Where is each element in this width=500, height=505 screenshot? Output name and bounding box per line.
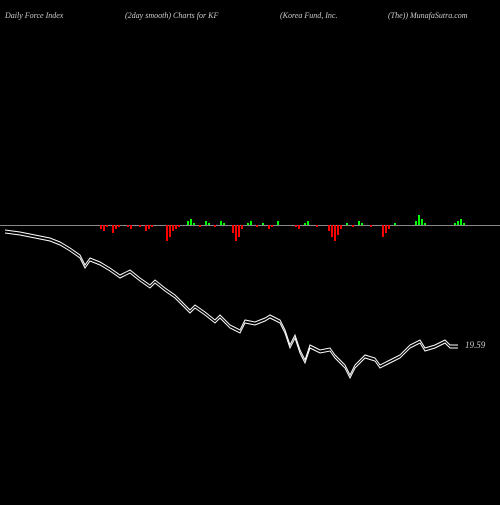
force-bar — [271, 225, 273, 227]
force-bar — [298, 225, 300, 229]
force-bar — [307, 221, 309, 225]
force-bar — [220, 221, 222, 225]
force-bar — [235, 225, 237, 241]
force-bar — [145, 225, 147, 231]
force-bar — [169, 225, 171, 237]
force-bar — [256, 225, 258, 227]
force-bar — [262, 223, 264, 225]
force-bar — [358, 221, 360, 225]
force-bar — [112, 225, 114, 233]
force-bar — [139, 225, 141, 227]
force-bar — [166, 225, 168, 241]
force-bar — [463, 223, 465, 225]
force-bar — [115, 225, 117, 229]
force-bar — [361, 223, 363, 225]
force-bar — [421, 219, 423, 225]
force-bar — [316, 225, 318, 227]
force-bar — [106, 225, 108, 227]
force-bar — [268, 225, 270, 229]
force-bar — [187, 221, 189, 225]
force-bar — [382, 225, 384, 237]
force-bar — [193, 223, 195, 225]
force-bar — [118, 225, 120, 227]
force-bar — [337, 225, 339, 235]
force-bar — [328, 225, 330, 231]
price-line-upper — [5, 230, 458, 375]
force-bar — [370, 225, 372, 227]
force-bar — [205, 221, 207, 225]
force-bar — [223, 223, 225, 225]
force-bar — [277, 221, 279, 225]
force-bar — [304, 223, 306, 225]
force-bar — [331, 225, 333, 237]
force-bar — [232, 225, 234, 233]
force-bar — [178, 225, 180, 227]
force-bar — [424, 223, 426, 225]
force-bar — [247, 223, 249, 225]
force-bar — [334, 225, 336, 241]
force-bar — [352, 225, 354, 227]
force-bar — [454, 223, 456, 225]
force-bar — [460, 219, 462, 225]
force-bar — [388, 225, 390, 229]
force-bar — [175, 225, 177, 229]
price-line-svg — [0, 0, 500, 500]
force-bar — [457, 221, 459, 225]
force-bar — [103, 225, 105, 231]
force-bar — [190, 219, 192, 225]
force-bar — [172, 225, 174, 231]
force-bar — [385, 225, 387, 233]
chart-area: 19.59 — [0, 0, 500, 500]
force-bar — [394, 223, 396, 225]
force-bar — [238, 225, 240, 237]
price-line-lower — [5, 233, 458, 378]
force-bar — [340, 225, 342, 229]
force-bar — [418, 215, 420, 225]
force-bar — [415, 221, 417, 225]
force-bar — [208, 223, 210, 225]
force-bar — [130, 225, 132, 229]
force-bar — [346, 223, 348, 225]
force-bar — [241, 225, 243, 229]
force-bar — [295, 225, 297, 227]
force-bar — [199, 225, 201, 227]
force-bar — [148, 225, 150, 229]
force-bar — [127, 225, 129, 227]
force-bar — [214, 225, 216, 227]
force-bar — [250, 221, 252, 225]
baseline — [0, 225, 500, 226]
force-bar — [151, 225, 153, 227]
price-label: 19.59 — [465, 340, 485, 350]
force-bar — [100, 225, 102, 229]
